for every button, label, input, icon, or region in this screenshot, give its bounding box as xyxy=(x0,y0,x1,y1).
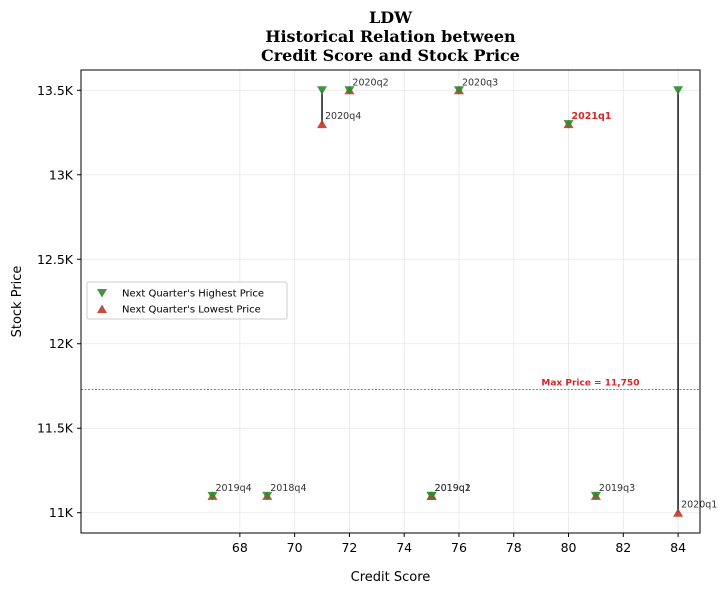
low-price-marker xyxy=(673,508,684,517)
point-label: 2019q3 xyxy=(599,483,635,494)
chart-title-line-2: Historical Relation between xyxy=(265,27,516,46)
legend-low-marker xyxy=(97,304,107,313)
legend-entry-label: Next Quarter's Highest Price xyxy=(122,289,264,300)
point-label: 2021q1 xyxy=(572,111,612,122)
data-points xyxy=(207,85,684,517)
point-label: 2020q4 xyxy=(325,111,361,122)
legend: Next Quarter's Highest Price Next Quarter… xyxy=(86,281,288,320)
x-axis-ticks: 68 70 72 74 76 78 80 82 84 xyxy=(232,533,686,555)
x-tick-label: 76 xyxy=(451,540,467,555)
low-price-marker xyxy=(317,119,328,129)
high-price-marker xyxy=(317,86,328,95)
point-label: 2018q4 xyxy=(270,483,306,494)
point-label: 2020q3 xyxy=(462,77,498,88)
y-axis-label: Stock Price xyxy=(10,266,25,338)
legend-entry-label: Next Quarter's Lowest Price xyxy=(122,305,261,316)
legend-high-marker xyxy=(97,289,107,298)
high-price-marker xyxy=(262,491,273,501)
price-range-stems xyxy=(321,90,679,513)
high-price-marker xyxy=(426,491,437,501)
x-tick-label: 80 xyxy=(561,540,577,555)
x-tick-label: 68 xyxy=(232,540,248,555)
x-tick-label: 70 xyxy=(287,540,303,555)
x-tick-label: 84 xyxy=(670,540,686,555)
x-axis-label: Credit Score xyxy=(351,570,431,585)
max-price-label: Max Price = 11,750 xyxy=(541,378,639,388)
x-tick-label: 82 xyxy=(615,540,631,555)
high-price-marker xyxy=(207,491,218,501)
y-axis-ticks: 11K 11.5K 12K 12.5K 13K 13.5K xyxy=(37,83,81,520)
x-tick-label: 72 xyxy=(341,540,357,555)
chart-title-line-3: Credit Score and Stock Price xyxy=(261,46,520,65)
y-tick-label: 11K xyxy=(49,505,74,520)
high-price-marker xyxy=(344,86,355,95)
high-price-marker xyxy=(563,120,574,129)
x-tick-label: 74 xyxy=(396,540,412,555)
point-label: 2019q2 xyxy=(435,483,471,494)
point-label: 2019q4 xyxy=(215,483,251,494)
y-tick-label: 13.5K xyxy=(37,83,74,98)
grid xyxy=(81,70,700,533)
point-label: 2020q2 xyxy=(352,77,388,88)
y-tick-label: 12K xyxy=(49,336,74,351)
x-tick-label: 78 xyxy=(506,540,522,555)
high-price-marker xyxy=(673,86,684,95)
legend-box xyxy=(86,281,288,320)
y-tick-label: 13K xyxy=(49,167,74,182)
y-tick-label: 11.5K xyxy=(37,421,74,436)
chart-title-line-1: LDW xyxy=(369,8,413,27)
point-label: 2019q1 xyxy=(435,483,471,494)
high-price-marker xyxy=(453,86,464,95)
high-price-marker xyxy=(590,491,601,501)
y-tick-label: 12.5K xyxy=(37,252,74,267)
plot-frame xyxy=(80,69,701,534)
point-label: 2020q1 xyxy=(681,500,717,511)
reference-line: Max Price = 11,750 xyxy=(81,378,700,390)
